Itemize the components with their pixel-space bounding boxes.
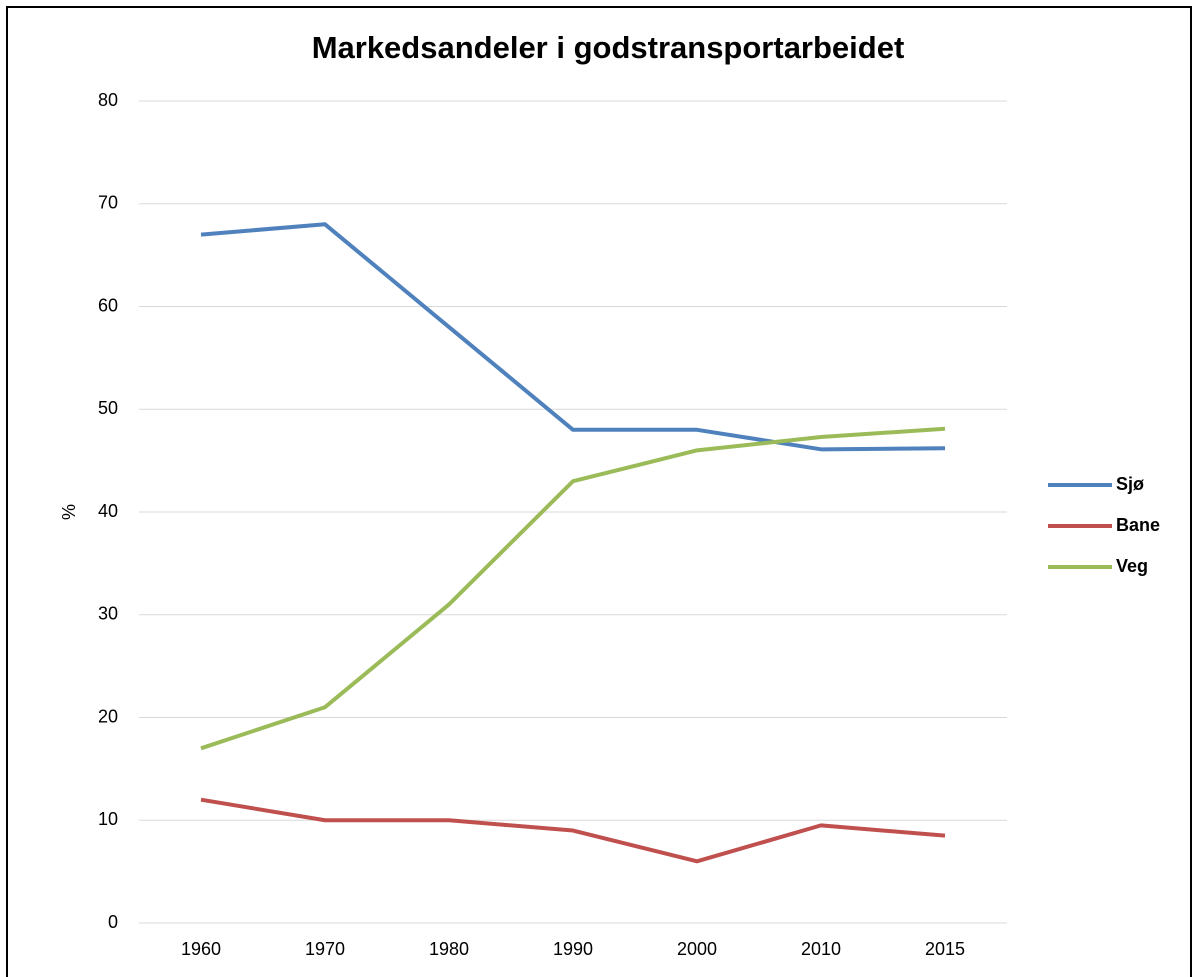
chart-title: Markedsandeler i godstransportarbeidet (312, 30, 905, 65)
x-tick-label: 2015 (925, 939, 965, 959)
x-tick-label: 1970 (305, 939, 345, 959)
y-tick-label: 60 (98, 295, 118, 315)
y-tick-label: 10 (98, 809, 118, 829)
y-tick-label: 50 (98, 398, 118, 418)
y-tick-label: 70 (98, 193, 118, 213)
legend-label: Veg (1116, 556, 1148, 576)
line-series (200, 797, 946, 864)
chart-frame (6, 6, 1192, 977)
x-tick-label: 2010 (801, 939, 841, 959)
y-tick-label: 80 (98, 90, 118, 110)
x-tick-label: 1990 (553, 939, 593, 959)
line-series (200, 222, 946, 452)
y-tick-label: 20 (98, 706, 118, 726)
x-tick-label: 1960 (181, 939, 221, 959)
x-tick-label: 2000 (677, 939, 717, 959)
y-tick-label: 30 (98, 604, 118, 624)
y-tick-label: 40 (98, 501, 118, 521)
y-tick-label: 0 (108, 912, 118, 932)
line-series (200, 426, 946, 751)
x-tick-label: 1980 (429, 939, 469, 959)
legend-label: Bane (1116, 515, 1160, 535)
y-axis-label: % (59, 504, 79, 520)
legend-label: Sjø (1116, 474, 1144, 494)
